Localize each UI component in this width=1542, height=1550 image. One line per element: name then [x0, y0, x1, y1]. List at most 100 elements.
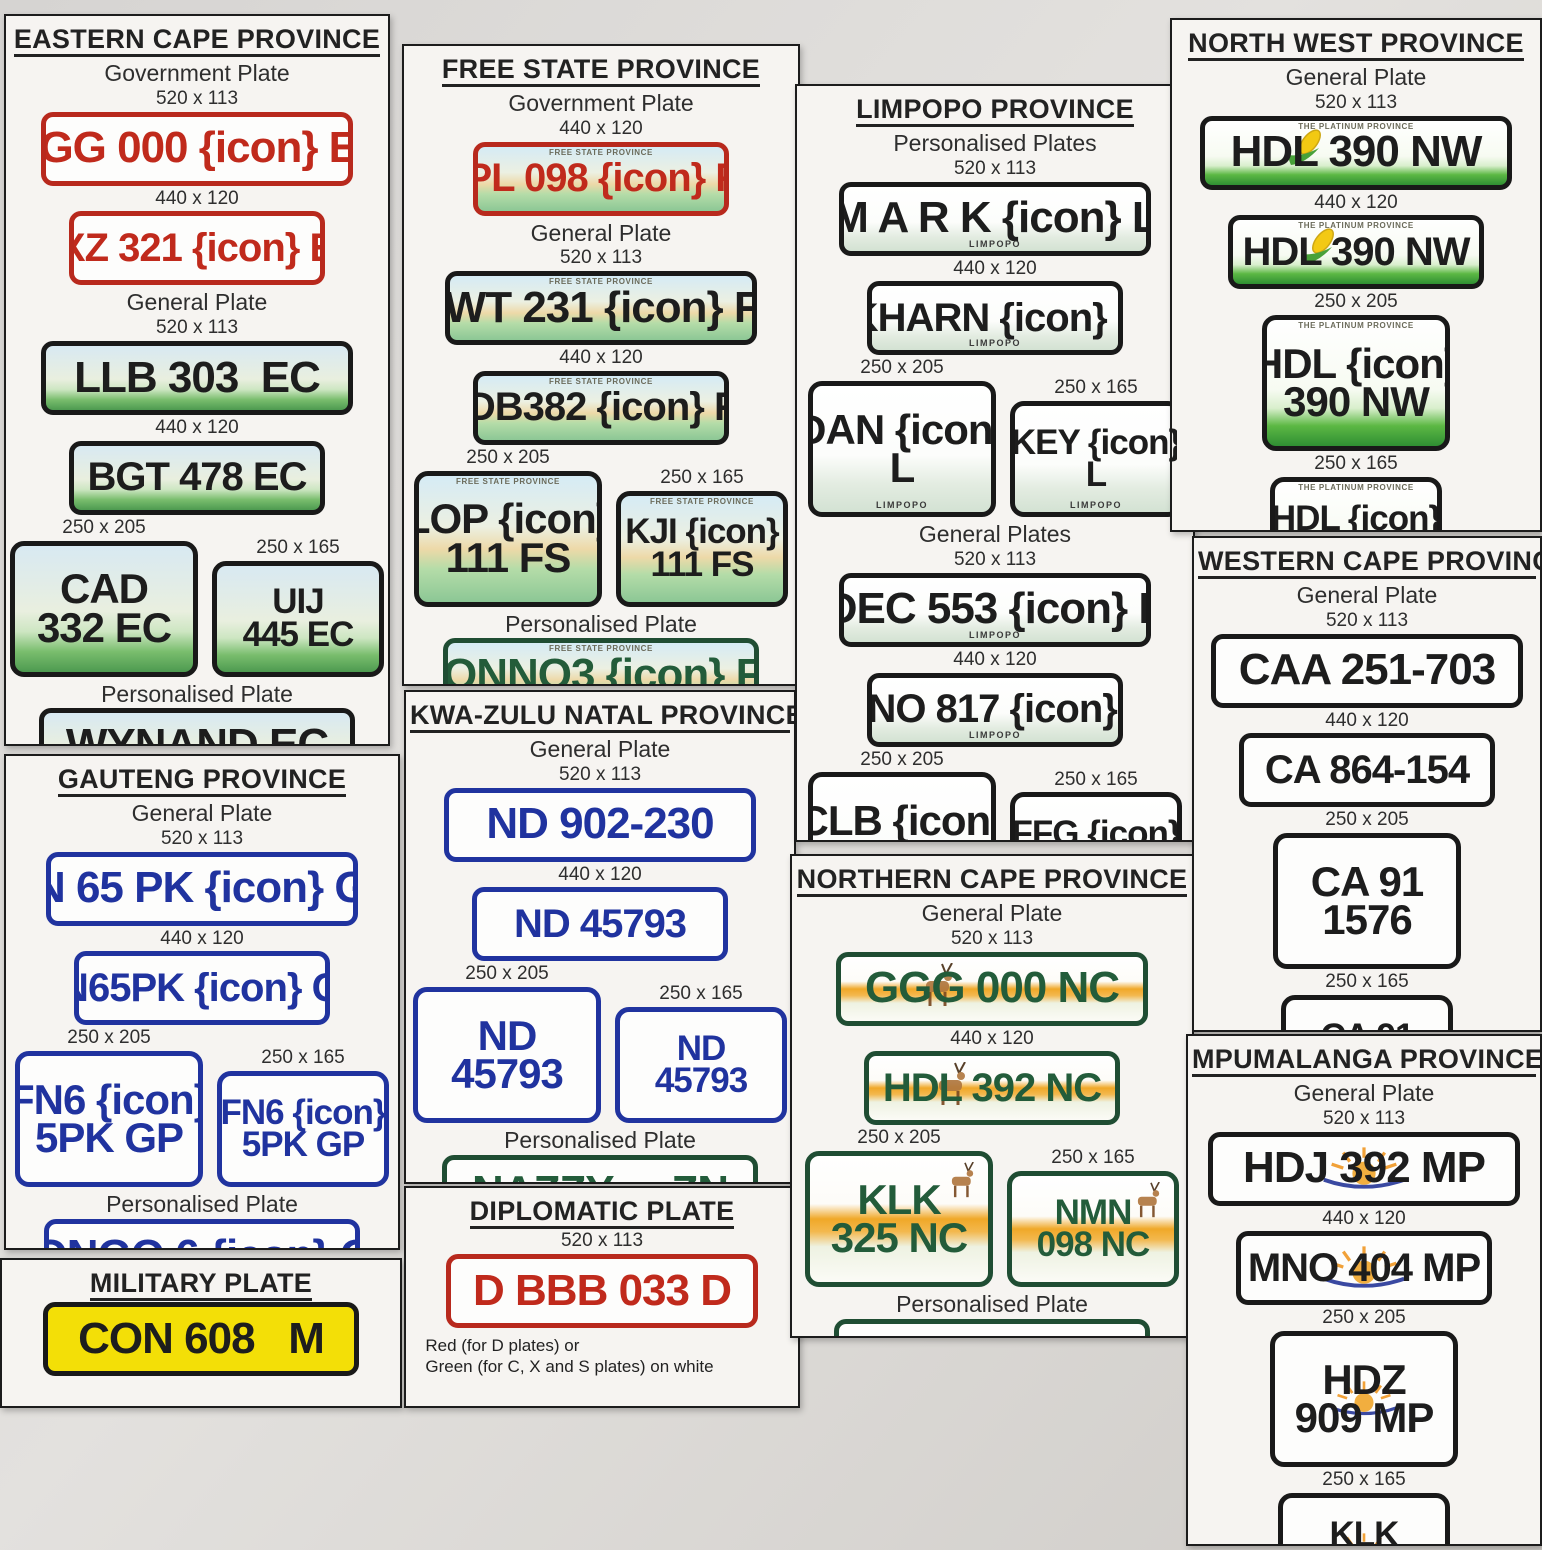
plate-province-name: LIMPOPO: [875, 500, 928, 511]
license-plate: THE PLATINUM PROVINCE HDL 390 NW: [1200, 115, 1512, 190]
plate-province-slogan: THE PLATINUM PROVINCE: [1298, 121, 1414, 131]
plate-group: 520 x 113 FREE STATE PROVINCE BWT 231 {ico…: [408, 246, 794, 608]
plate-text-row: KHARN {icon} L: [872, 296, 1118, 341]
plate-size-caption: 440 x 120: [559, 346, 643, 368]
panel-title: DIPLOMATIC PLATE: [469, 1196, 735, 1230]
section-label: General Plate: [126, 289, 268, 316]
plate-figure: 250 x 205 KLK 325 NC: [805, 1127, 993, 1288]
plate-text-row: ND 902-230: [486, 799, 714, 849]
plate-text-row: 5PK GP: [241, 1125, 365, 1165]
plate-text-row: NMN: [1054, 1193, 1133, 1233]
license-plate: HDL 392 NC: [864, 1051, 1120, 1126]
plate-text-row: DEC 553 {icon} L: [839, 584, 1151, 634]
section-label: General Plate: [921, 900, 1063, 927]
plate-text-row: KEY {icon}: [1010, 423, 1182, 463]
plate-text-row: HDL 392 NC: [882, 1066, 1102, 1111]
panel-title: NORTH WEST PROVINCE: [1188, 28, 1524, 62]
plate-province-slogan: THE PLATINUM PROVINCE: [1298, 483, 1414, 493]
section-label: Government Plate: [508, 90, 694, 117]
license-plate: KLK 325 NC: [805, 1151, 993, 1288]
oryx-icon: [947, 1162, 980, 1198]
section-label: General Plate: [131, 800, 273, 827]
plate-size-caption: 250 x 205: [67, 1027, 151, 1049]
plate-text-row: 5PK GP: [34, 1114, 184, 1162]
section-label: General Plate: [1296, 582, 1438, 609]
panel-title: WESTERN CAPE PROVINCE: [1198, 546, 1540, 580]
plate-size-caption: 520 x 113: [560, 1230, 644, 1252]
plate-size-caption: 520 x 113: [160, 827, 244, 849]
plate-text-row: ND: [676, 1029, 727, 1069]
plate-group: FREE STATE PROVINCEBONNO3 {icon} FS: [408, 637, 794, 684]
license-plate: CXZ 321 {icon} EC: [69, 211, 325, 286]
license-plate: KEY {icon} L LIMPOPO: [1010, 401, 1182, 518]
license-plate: FREE STATE PROVINCEBDB382 {icon} FS: [473, 370, 729, 445]
plate-text-row: D BBB 033 D: [473, 1265, 732, 1315]
license-plate: LLB 303 EC: [41, 340, 353, 415]
plate-size-caption: 520 x 113: [1325, 609, 1409, 631]
plate-size-caption: 250 x 165: [1054, 768, 1138, 790]
plate-figure: CON 608 M: [6, 1302, 396, 1377]
panel-northern-cape: NORTHERN CAPE PROVINCE General Plate 520 x…: [790, 854, 1194, 1338]
plate-figure: 520 x 113 GGG 000 NC: [796, 928, 1188, 1026]
license-plate: NAZZY - ZNKWAZULU-NATAL: [442, 1154, 758, 1182]
plate-group: 520 x 113 FN 65 PK {icon} GP 440 x 120 FN65…: [10, 827, 394, 1189]
plate-text-row: FN65PK {icon} GP: [79, 966, 325, 1011]
plate-text-row: KPL 098 {icon} FS: [478, 156, 724, 201]
plate-size-caption: 520 x 113: [950, 927, 1034, 949]
plate-province-slogan: FREE STATE PROVINCE: [455, 476, 560, 486]
plate-size-caption: 250 x 165: [261, 1047, 345, 1069]
plate-text-row: 115 L: [852, 838, 953, 840]
plate-size-caption: 440 x 120: [1314, 191, 1398, 213]
plate-size-caption: 250 x 205: [1314, 291, 1398, 313]
plate-province-slogan: FREE STATE PROVINCE: [548, 376, 653, 386]
license-plate: ND 45793: [413, 987, 601, 1124]
plate-size-caption: 520 x 113: [155, 87, 239, 109]
plate-group: 520 x 113 M A R K {icon} L LIMPOPO 440 x 12…: [801, 157, 1189, 519]
plate-size-caption: 250 x 165: [1322, 1469, 1406, 1491]
plate-text-row: LLB 303 EC: [74, 352, 321, 402]
plate-size-caption: 520 x 113: [559, 247, 643, 268]
license-plate: DEC 553 {icon} L LIMPOPO: [839, 572, 1151, 647]
plate-province-name: LIMPOPO: [1069, 500, 1122, 511]
plate-text-row: WYNAND EC: [65, 719, 329, 746]
plate-text-row: L: [889, 444, 916, 492]
plate-text-row: HDL {icon}: [1270, 499, 1442, 532]
rising-sun-icon: [1324, 1531, 1404, 1544]
rising-sun-icon: [1315, 1144, 1413, 1189]
plate-group: CONGO 6 {icon} GP: [10, 1218, 394, 1248]
panel-title: EASTERN CAPE PROVINCE: [13, 24, 381, 58]
section-label: General Plate: [1285, 64, 1427, 91]
plate-text-row: KJI {icon}: [625, 512, 779, 552]
license-plate: M A R K {icon} L LIMPOPO: [839, 181, 1151, 256]
license-plate: HDJ 392 MP: [1208, 1131, 1520, 1206]
section-label: Government Plate: [104, 60, 290, 87]
plate-figure: 250 x 165 THE PLATINUM PROVINCE HDL {icon}…: [1270, 453, 1442, 532]
panel-title: LIMPOPO PROVINCE: [856, 94, 1134, 128]
license-plate: CAD 332 EC: [10, 540, 198, 677]
panel-eastern-cape: EASTERN CAPE PROVINCE Government Plate 520…: [4, 14, 390, 746]
plate-size-caption: 250 x 165: [1314, 453, 1398, 475]
license-plate: 890 MNO {icon} NC: [834, 1318, 1150, 1336]
panel-diplomatic: DIPLOMATIC PLATE 520 x 113 D BBB 033 D Red …: [404, 1186, 800, 1408]
plate-text-row: HDL 390 NW: [1242, 230, 1470, 275]
plate-group: 520 x 113 GGG 000 {icon} EC 440 x 120 CXZ 3…: [10, 87, 384, 287]
plate-size-caption: 520 x 113: [953, 157, 1037, 179]
plate-text-row: UIJ: [272, 582, 324, 622]
plate-text-row: CA 91: [1310, 857, 1424, 905]
panel-title: KWA-ZULU NATAL PROVINCE: [410, 700, 794, 734]
plate-figure: 250 x 165 FN6 {icon} 5PK GP: [217, 1047, 389, 1188]
plate-group: 520 x 113 LLB 303 EC 440 x 120 BGT 478 EC 25…: [10, 316, 384, 678]
panel-western-cape: WESTERN CAPE PROVINCE General Plate 520 x …: [1192, 536, 1542, 1032]
plate-text-row: BWT 231 {icon} FS: [445, 282, 752, 332]
plate-text-row: 111 FS: [650, 544, 755, 584]
plate-figure: 440 x 120 ND 45793: [410, 864, 790, 962]
plate-text-row: 332 EC: [36, 603, 172, 651]
